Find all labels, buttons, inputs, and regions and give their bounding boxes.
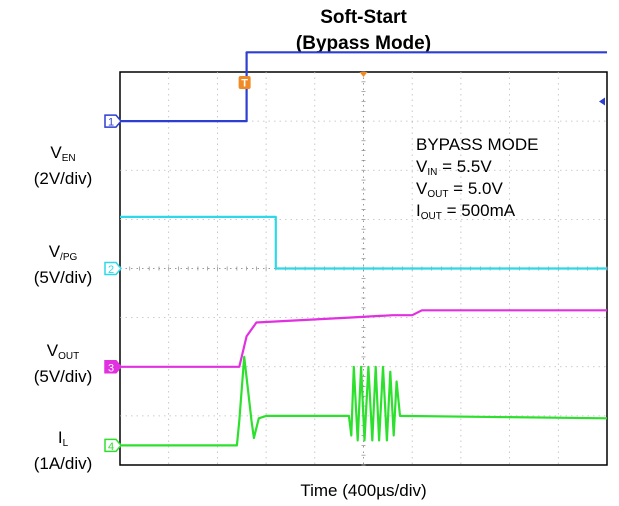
ground-marker-number-3: 3 — [108, 362, 114, 374]
trace-channel-2 — [120, 215, 607, 270]
annotation-vin: VIN = 5.5V — [416, 157, 492, 178]
ground-marker-number-1: 1 — [108, 117, 114, 129]
ground-marker-number-2: 2 — [108, 264, 114, 276]
annotation-vout: VOUT = 5.0V — [416, 179, 503, 200]
ground-marker-1 — [104, 114, 122, 128]
x-axis-label: Time (400µs/div) — [300, 481, 427, 500]
annotation-iout: IOUT = 500mA — [416, 201, 516, 222]
chart-title: Soft-Start — [320, 7, 407, 28]
channel-3-label: VOUT (5V/div) — [33, 341, 93, 386]
trigger-marker-box — [238, 76, 251, 89]
trigger-marker: T — [238, 72, 605, 106]
ground-marker-4 — [104, 438, 122, 453]
chart-subtitle: (Bypass Mode) — [295, 33, 432, 54]
horizontal-position-marker — [359, 72, 368, 77]
channel-4-label: IL (1A/div) — [33, 428, 93, 473]
trace-channel-3 — [120, 309, 607, 368]
trace-channel-4 — [120, 355, 608, 447]
channel-1-level-indicator — [599, 97, 605, 106]
ground-marker-3 — [104, 360, 122, 374]
ground-marker-number-4: 4 — [108, 441, 114, 453]
trigger-marker-label: T — [241, 78, 248, 90]
annotation-mode: BYPASS MODE — [416, 135, 539, 154]
channel-2-label: V/PG (5V/div) — [33, 242, 93, 287]
ground-markers: 1 2 3 4 — [104, 114, 122, 453]
channel-1-label: VEN (2V/div) — [33, 143, 93, 188]
ground-marker-2 — [104, 261, 122, 276]
